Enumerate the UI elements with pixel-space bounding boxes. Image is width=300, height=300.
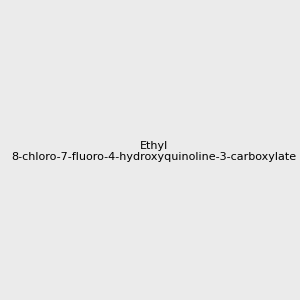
Text: Ethyl 8-chloro-7-fluoro-4-hydroxyquinoline-3-carboxylate: Ethyl 8-chloro-7-fluoro-4-hydroxyquinoli… <box>11 141 296 162</box>
